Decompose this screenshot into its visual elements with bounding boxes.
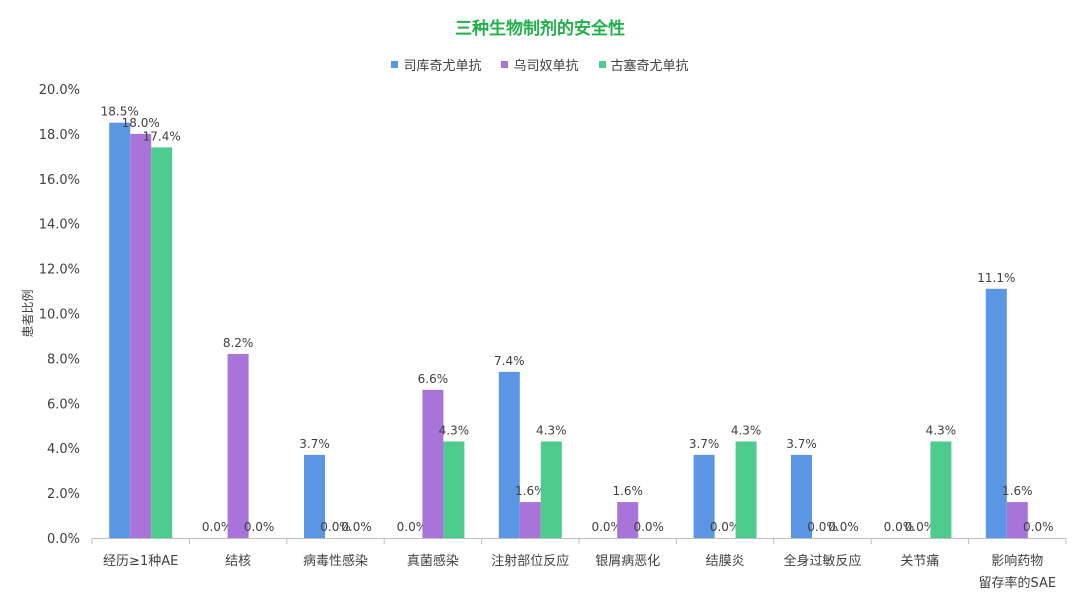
y-tick-label: 6.0%: [47, 397, 80, 412]
legend-label-series-1: 司库奇尤单抗: [403, 59, 482, 74]
bar[interactable]: [791, 454, 812, 538]
legend-label-series-3: 古塞奇尤单抗: [610, 59, 689, 74]
data-label: 0.0%: [397, 520, 428, 534]
bar[interactable]: [693, 454, 715, 538]
y-axis-title: 患者比例: [21, 289, 35, 337]
bar[interactable]: [617, 502, 639, 538]
data-label: 17.4%: [143, 129, 181, 143]
y-tick-label: 10.0%: [39, 308, 80, 323]
bar[interactable]: [985, 288, 1007, 538]
data-label: 1.6%: [1002, 484, 1033, 498]
bar[interactable]: [540, 441, 562, 538]
data-label: 0.0%: [244, 520, 275, 534]
y-tick-label: 12.0%: [39, 263, 80, 278]
data-label: 4.3%: [536, 423, 567, 437]
data-label: 0.0%: [828, 520, 859, 534]
data-label: 8.2%: [223, 336, 254, 350]
y-tick-label: 18.0%: [39, 128, 80, 143]
legend-label-series-2: 乌司奴单抗: [513, 59, 579, 74]
data-label: 0.0%: [633, 520, 664, 534]
bar[interactable]: [519, 502, 541, 538]
legend-item-series-3[interactable]: 古塞奇尤单抗: [598, 55, 689, 74]
bar[interactable]: [304, 454, 325, 538]
data-label: 0.0%: [320, 520, 351, 534]
y-tick-label: 16.0%: [39, 173, 80, 188]
bar[interactable]: [1006, 502, 1028, 538]
legend-item-series-1[interactable]: 司库奇尤单抗: [391, 55, 481, 74]
data-label: 0.0%: [710, 520, 741, 534]
x-tick-label: 结膜炎: [706, 554, 745, 569]
y-tick-label: 20.0%: [39, 83, 80, 98]
legend-item-series-2[interactable]: 乌司奴单抗: [501, 55, 579, 74]
data-label: 6.6%: [418, 372, 449, 386]
bar[interactable]: [443, 441, 465, 538]
x-tick-label: 银屑病恶化: [595, 554, 660, 569]
chart-title: 三种生物制剂的安全性: [455, 19, 625, 39]
bar[interactable]: [151, 147, 173, 538]
data-label: 18.5%: [101, 105, 139, 119]
x-tick-label: 关节痛: [900, 553, 939, 569]
legend-swatch-series-1: [391, 61, 399, 68]
x-tick-label: 经历≥1种AE: [103, 554, 178, 569]
y-tick-label: 8.0%: [47, 352, 80, 367]
x-tick-label: 全身过敏反应: [783, 553, 861, 569]
data-label: 0.0%: [591, 520, 622, 534]
bar[interactable]: [498, 371, 520, 538]
bar[interactable]: [930, 441, 952, 538]
data-label: 3.7%: [689, 437, 720, 451]
x-tick-label: 注射部位反应: [491, 553, 569, 569]
data-label: 3.7%: [786, 437, 817, 451]
data-label: 4.3%: [731, 423, 762, 437]
bar[interactable]: [109, 122, 131, 539]
bar[interactable]: [130, 133, 152, 538]
x-tick-label: 病毒性感染: [303, 553, 368, 569]
data-label: 0.0%: [905, 520, 936, 534]
data-label: 0.0%: [807, 520, 838, 534]
data-label: 1.6%: [515, 484, 546, 498]
legend-swatch-series-3: [598, 61, 606, 68]
x-tick-label: 真菌感染: [407, 553, 459, 569]
y-tick-label: 4.0%: [47, 442, 80, 457]
data-label: 3.7%: [299, 437, 330, 451]
data-label: 7.4%: [494, 354, 525, 368]
bar[interactable]: [227, 353, 249, 538]
legend-swatch-series-2: [501, 61, 509, 68]
data-label: 0.0%: [884, 520, 915, 534]
data-label: 4.3%: [926, 423, 957, 437]
data-label: 0.0%: [202, 520, 233, 534]
x-tick-label: 结核: [225, 554, 251, 569]
data-label: 0.0%: [341, 520, 372, 534]
y-tick-label: 2.0%: [47, 487, 80, 502]
bar[interactable]: [422, 389, 444, 538]
x-tick-label: 影响药物留存率的SAE: [978, 553, 1056, 591]
data-label: 0.0%: [1023, 520, 1054, 534]
data-label: 11.1%: [977, 271, 1015, 285]
bar[interactable]: [735, 441, 757, 538]
y-tick-label: 0.0%: [47, 532, 80, 547]
data-label: 1.6%: [612, 484, 643, 498]
legend: 司库奇尤单抗 乌司奴单抗 古塞奇尤单抗: [0, 55, 1080, 74]
data-label: 18.0%: [122, 116, 160, 130]
data-label: 4.3%: [439, 423, 470, 437]
y-tick-label: 14.0%: [39, 218, 80, 233]
